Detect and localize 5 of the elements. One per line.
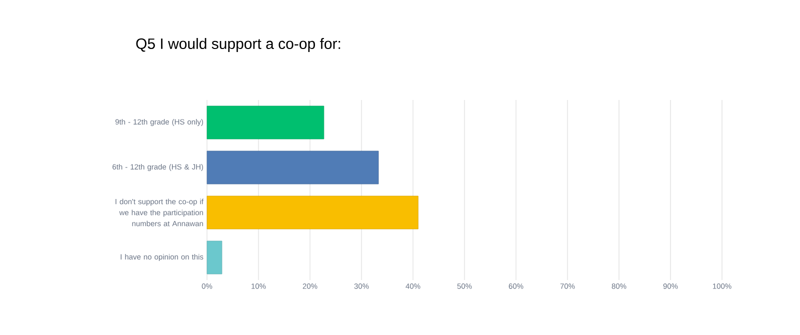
bar [206, 240, 222, 274]
bar [206, 106, 324, 140]
bar [206, 150, 379, 184]
chart-title: Q5 I would support a co-op for: [136, 38, 340, 52]
bar [206, 196, 418, 230]
